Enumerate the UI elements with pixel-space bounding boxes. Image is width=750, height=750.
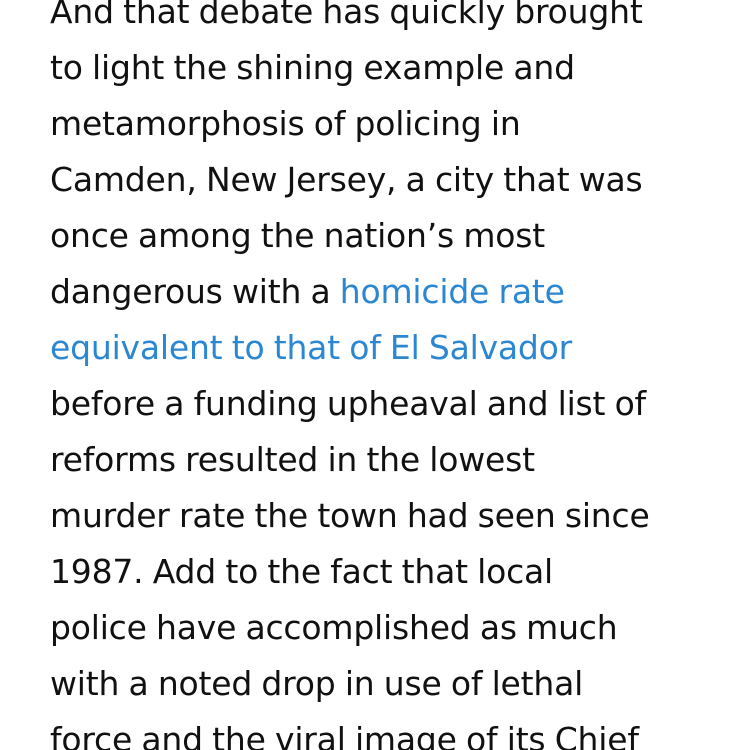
text-line: reforms resulted in the lowest: [50, 440, 535, 479]
text-line: And that debate has quickly brought: [50, 0, 643, 31]
text-fragment: dangerous with a: [50, 272, 340, 311]
text-line: 1987. Add to the fact that local: [50, 552, 554, 591]
text-line: force and the viral image of its Chief: [50, 720, 639, 750]
text-line: before a funding upheaval and list of: [50, 384, 646, 423]
text-line: murder rate the town had seen since: [50, 496, 650, 535]
text-line: with a noted drop in use of lethal: [50, 664, 584, 703]
text-line: metamorphosis of policing in: [50, 104, 521, 143]
text-line: Camden, New Jersey, a city that was: [50, 160, 643, 199]
homicide-rate-link-continued[interactable]: equivalent to that of El Salvador: [50, 328, 573, 367]
text-line: to light the shining example and: [50, 48, 575, 87]
text-line: once among the nation’s most: [50, 216, 545, 255]
text-line-with-link: dangerous with a homicide rate: [50, 264, 730, 320]
text-line-link: equivalent to that of El Salvador: [50, 320, 730, 376]
article-paragraph: And that debate has quickly brought to l…: [50, 0, 730, 750]
text-line: police have accomplished as much: [50, 608, 618, 647]
homicide-rate-link[interactable]: homicide rate: [339, 272, 565, 311]
